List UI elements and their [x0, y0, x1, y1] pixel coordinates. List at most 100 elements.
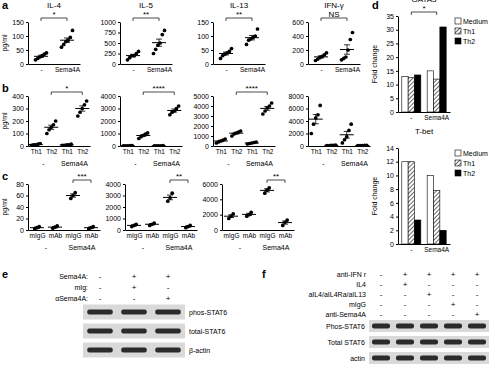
chart-title: IL-13	[230, 1, 249, 10]
y-tick: 6000	[288, 105, 308, 112]
data-point	[69, 142, 73, 146]
tick-label: 6	[390, 200, 394, 207]
tick-label: 0	[20, 143, 24, 150]
marks	[224, 186, 292, 227]
data-point	[45, 51, 49, 55]
panel-label: c	[2, 170, 8, 182]
tick-label: Th2	[262, 148, 274, 155]
x-tick: mAb	[182, 232, 196, 239]
y-tick: 1000	[193, 133, 213, 140]
bar	[434, 191, 440, 244]
error-bar	[185, 226, 191, 227]
data-point	[85, 99, 89, 103]
tick-mark	[211, 136, 213, 137]
significance-label: **	[143, 10, 149, 19]
error-cap	[318, 57, 324, 58]
tick-mark	[211, 106, 213, 107]
error-cap	[33, 144, 39, 145]
error-bar	[131, 225, 137, 226]
tick-mark	[396, 203, 398, 204]
tick-mark	[396, 112, 398, 113]
tick-mark	[396, 189, 398, 190]
tick-label: Th2	[46, 148, 58, 155]
axis: mIgGmAbmIgGmAb	[126, 231, 198, 240]
tick-label: -	[410, 114, 412, 121]
tick-label: 0	[205, 61, 209, 68]
data-point	[239, 129, 243, 133]
group-label: -	[239, 244, 242, 251]
tick-label: -	[225, 66, 227, 73]
tick-mark	[306, 121, 308, 122]
dot-plot: 050100150-Sema4AIL-13**	[197, 1, 265, 73]
figure: 050100150-Sema4AIL-4pg/ml*02505007501000…	[0, 0, 500, 374]
blot-band	[444, 324, 462, 329]
tick-mark	[211, 22, 213, 23]
tick-mark	[118, 121, 120, 122]
tick-label: 100	[197, 33, 209, 40]
group-label: -	[45, 244, 48, 251]
x-tick: Th2	[231, 148, 243, 155]
condition-sign: -	[99, 283, 102, 292]
tick-mark	[396, 244, 398, 245]
error-cap	[282, 224, 288, 225]
tick-label: 400	[12, 93, 24, 100]
tick-label: 2	[390, 227, 394, 234]
tick-label: Th2	[77, 148, 89, 155]
tick-label: 2000	[202, 211, 218, 218]
axis-line	[120, 97, 121, 147]
tick-label: mIgG	[163, 232, 179, 240]
x-tick: -	[410, 246, 412, 253]
mean-line	[34, 56, 48, 57]
group-label: -	[142, 244, 145, 251]
significance-label: NS	[328, 10, 339, 19]
tick-mark	[118, 43, 120, 44]
y-tick: 400	[12, 93, 28, 100]
bar	[402, 76, 408, 112]
bar	[440, 27, 446, 112]
error-cap	[328, 145, 334, 146]
condition-sign: -	[99, 272, 102, 281]
y-tick: 2000	[202, 211, 222, 218]
axis: 0200400600	[292, 19, 308, 68]
x-tick: Th1	[311, 148, 323, 155]
tick-label: Th1	[342, 148, 354, 155]
tick-mark	[26, 121, 28, 122]
condition-sign: -	[452, 310, 455, 319]
tick-label: 10	[386, 81, 394, 88]
chart-title: IL-5	[139, 1, 153, 10]
y-tick: 0	[112, 61, 120, 68]
y-tick: 4000	[100, 93, 120, 100]
plot-area	[30, 191, 98, 230]
tick-mark	[396, 148, 398, 149]
tick-mark	[123, 230, 125, 231]
tick-mark	[26, 196, 28, 197]
x-tick: mIgG	[127, 232, 143, 240]
tick-mark	[26, 134, 28, 135]
x-tick: Th1	[62, 148, 74, 155]
tick-label: mIgG	[66, 232, 82, 240]
error-cap	[156, 39, 162, 40]
legend-label: Th2	[463, 170, 475, 177]
mean-line	[127, 225, 141, 226]
axis: 02505007501000	[100, 19, 120, 68]
bar	[408, 162, 414, 244]
error-cap	[233, 132, 239, 133]
data-point	[137, 50, 141, 54]
legend: MediumTh1Th2	[455, 150, 488, 177]
y-tick: 400	[292, 33, 308, 40]
y-tick: 4000	[288, 118, 308, 125]
x-tick: Th2	[138, 148, 150, 155]
x-tick: -	[225, 66, 227, 73]
error-cap	[328, 145, 334, 146]
legend-entry: Th2	[455, 38, 475, 45]
mean-line	[136, 135, 150, 136]
condition-label: αSema4A:	[55, 295, 88, 302]
axis-line	[398, 149, 399, 245]
axis: Th1Th2Th1Th2	[121, 147, 183, 155]
data-point	[160, 33, 164, 37]
y-axis-title: pg/ml	[1, 112, 9, 130]
condition-sign: +	[403, 280, 408, 289]
tick-mark	[396, 175, 398, 176]
mean-line	[355, 145, 369, 146]
error-cap	[264, 106, 270, 107]
